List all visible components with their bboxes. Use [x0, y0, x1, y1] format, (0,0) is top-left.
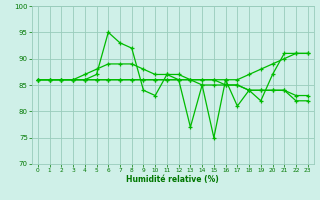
X-axis label: Humidité relative (%): Humidité relative (%) [126, 175, 219, 184]
